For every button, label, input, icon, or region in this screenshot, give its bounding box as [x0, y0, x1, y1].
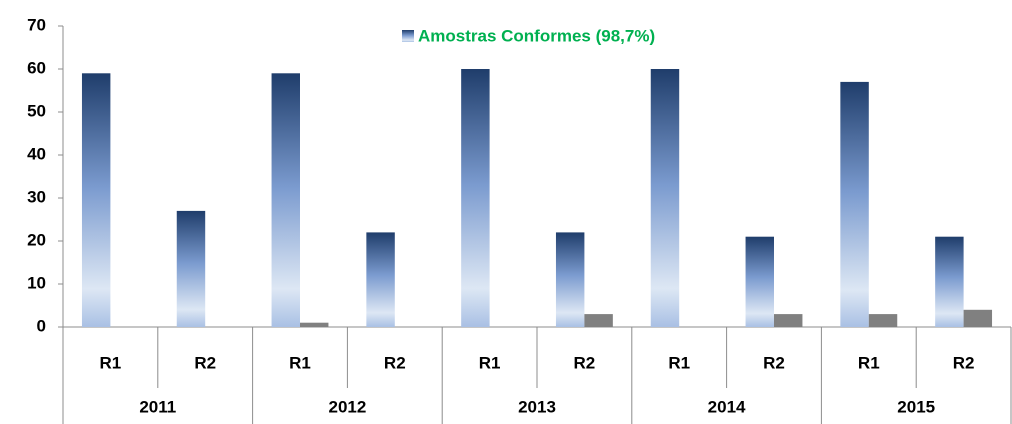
bar [935, 236, 964, 327]
legend-swatch [402, 30, 414, 42]
y-tick-label: 50 [27, 101, 46, 120]
group-label: 2015 [897, 397, 935, 416]
x-tick-label: R1 [479, 353, 501, 372]
y-tick-label: 40 [27, 144, 46, 163]
x-tick-label: R1 [668, 353, 690, 372]
y-tick-label: 10 [27, 273, 46, 292]
group-label: 2012 [328, 397, 366, 416]
bar [584, 314, 613, 327]
bar [840, 81, 869, 328]
y-tick-label: 20 [27, 230, 46, 249]
group-label: 2014 [708, 397, 746, 416]
x-tick-label: R1 [289, 353, 311, 372]
bar [461, 69, 490, 327]
bar [650, 69, 680, 327]
bar [745, 236, 774, 327]
y-tick-label: 0 [37, 316, 46, 335]
group-label: 2013 [518, 397, 556, 416]
bar [176, 210, 206, 327]
bar [271, 73, 300, 327]
bar [366, 232, 395, 327]
bar [555, 232, 585, 327]
x-tick-label: R1 [100, 353, 122, 372]
x-tick-label: R2 [953, 353, 975, 372]
y-tick-label: 60 [27, 58, 46, 77]
x-tick-label: R2 [194, 353, 216, 372]
bar [774, 314, 803, 327]
x-tick-label: R1 [858, 353, 880, 372]
x-tick-label: R2 [763, 353, 785, 372]
x-tick-label: R2 [384, 353, 406, 372]
y-tick-label: 30 [27, 187, 46, 206]
legend-label: Amostras Conformes (98,7%) [418, 26, 655, 45]
group-label: 2011 [139, 397, 176, 416]
bar [300, 322, 329, 327]
bar [963, 309, 993, 327]
x-tick-label: R2 [574, 353, 596, 372]
bar [81, 73, 111, 327]
y-tick-label: 70 [27, 15, 46, 34]
bar [868, 314, 898, 327]
